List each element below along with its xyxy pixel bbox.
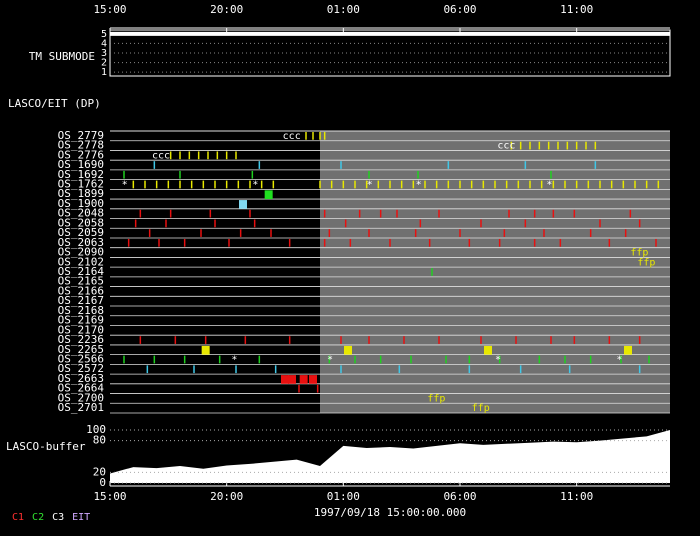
event-block bbox=[344, 345, 352, 355]
row-label: OS_2165 bbox=[58, 275, 104, 288]
annotation: * bbox=[495, 355, 501, 366]
annotation: ffp bbox=[637, 257, 655, 268]
row-label: OS_2048 bbox=[58, 207, 104, 220]
submode-tick-label: 3 bbox=[101, 48, 107, 59]
row-label: OS_2059 bbox=[58, 226, 104, 239]
row-label: OS_2236 bbox=[58, 333, 104, 346]
time-tick-label: 20:00 bbox=[210, 3, 243, 16]
row-label: OS_2168 bbox=[58, 304, 104, 317]
annotation: ccc bbox=[152, 150, 170, 161]
panel-label: LASCO/EIT (DP) bbox=[8, 97, 101, 110]
buffer-area bbox=[110, 430, 670, 483]
shaded-region bbox=[320, 131, 670, 413]
row-label: OS_2701 bbox=[58, 401, 104, 414]
event-block bbox=[201, 345, 210, 355]
panel-label: LASCO-buffer bbox=[6, 440, 86, 453]
time-tick-label: 06:00 bbox=[443, 3, 476, 16]
row-label: OS_2265 bbox=[58, 343, 104, 356]
annotation: ccc bbox=[283, 131, 301, 142]
row-label: OS_2663 bbox=[58, 372, 104, 385]
event-block bbox=[624, 345, 632, 355]
time-tick-label: 01:00 bbox=[327, 490, 360, 503]
row-label: OS_1692 bbox=[58, 168, 104, 181]
buffer-tick-label: 20 bbox=[93, 465, 106, 478]
date-label: 1997/09/18 15:00:00.000 bbox=[314, 506, 466, 519]
event-block bbox=[309, 375, 317, 384]
event-block bbox=[281, 375, 289, 384]
row-label: OS_2170 bbox=[58, 323, 104, 336]
legend-entry: C3 bbox=[52, 512, 64, 523]
annotation: ffp bbox=[427, 393, 445, 404]
buffer-tick-label: 0 bbox=[99, 476, 106, 489]
annotation: * bbox=[416, 179, 422, 190]
row-label: OS_2166 bbox=[58, 284, 104, 297]
legend-entry: EIT bbox=[72, 512, 90, 523]
event-block bbox=[288, 375, 296, 384]
buffer-tick-label: 80 bbox=[93, 434, 106, 447]
row-label: OS_2778 bbox=[58, 139, 104, 152]
submode-tick-label: 4 bbox=[101, 38, 107, 49]
buffer-tick-label: 100 bbox=[86, 423, 106, 436]
row-label: OS_1899 bbox=[58, 187, 104, 200]
annotation: * bbox=[327, 355, 333, 366]
time-tick-label: 11:00 bbox=[560, 3, 593, 16]
annotation: ccc bbox=[497, 141, 515, 152]
row-label: OS_1900 bbox=[58, 197, 104, 210]
row-label: OS_2572 bbox=[58, 362, 104, 375]
legend-entry: C1 bbox=[12, 512, 24, 523]
event-block bbox=[239, 200, 247, 209]
row-label: OS_2058 bbox=[58, 216, 104, 229]
annotation: ffp bbox=[630, 248, 648, 259]
annotation: * bbox=[367, 179, 373, 190]
annotation: * bbox=[252, 179, 258, 190]
row-label: OS_2169 bbox=[58, 314, 104, 327]
panel-label: TM SUBMODE bbox=[29, 50, 95, 63]
annotation: * bbox=[122, 179, 128, 190]
submode-tick-label: 1 bbox=[101, 67, 107, 78]
row-label: OS_2164 bbox=[58, 265, 105, 278]
time-tick-label: 11:00 bbox=[560, 490, 593, 503]
row-label: OS_2167 bbox=[58, 294, 104, 307]
event-block bbox=[299, 375, 308, 384]
submode-tick-label: 2 bbox=[101, 58, 107, 69]
row-label: OS_2566 bbox=[58, 353, 104, 366]
event-block bbox=[264, 190, 273, 200]
annotation: * bbox=[616, 355, 622, 366]
time-tick-label: 15:00 bbox=[93, 490, 126, 503]
submode-tick-label: 5 bbox=[101, 29, 107, 40]
event-block bbox=[484, 345, 492, 355]
time-tick-label: 15:00 bbox=[93, 3, 126, 16]
annotation: * bbox=[546, 179, 552, 190]
row-label: OS_2664 bbox=[58, 382, 105, 395]
annotation: * bbox=[231, 355, 237, 366]
row-label: OS_2090 bbox=[58, 246, 104, 259]
row-label: OS_1762 bbox=[58, 177, 104, 190]
annotation: ffp bbox=[472, 403, 490, 414]
legend-entry: C2 bbox=[32, 512, 44, 523]
time-tick-label: 06:00 bbox=[443, 490, 476, 503]
time-tick-label: 01:00 bbox=[327, 3, 360, 16]
row-label: OS_2776 bbox=[58, 148, 104, 161]
row-label: OS_2700 bbox=[58, 391, 104, 404]
time-tick-label: 20:00 bbox=[210, 490, 243, 503]
row-label: OS_1690 bbox=[58, 158, 104, 171]
row-label: OS_2779 bbox=[58, 129, 104, 142]
row-label: OS_2063 bbox=[58, 236, 104, 249]
row-label: OS_2102 bbox=[58, 255, 104, 268]
